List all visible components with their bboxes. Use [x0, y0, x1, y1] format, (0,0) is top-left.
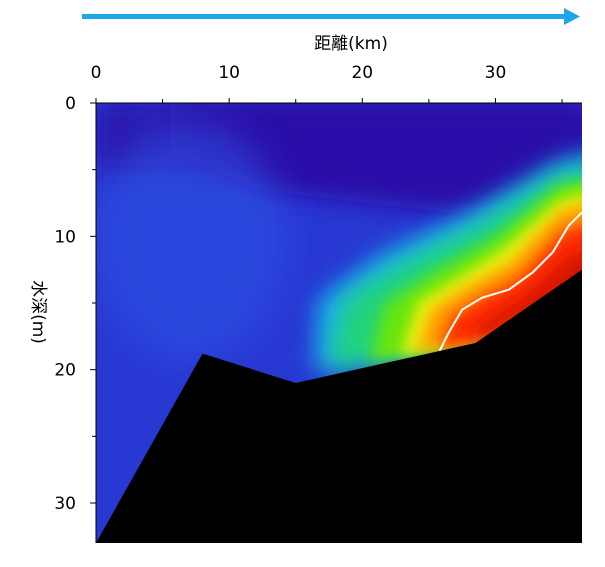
red-deep: [470, 251, 582, 345]
mid-blue-core: [96, 120, 285, 360]
x-tick-label: 0: [91, 63, 102, 83]
axes: 0 10 20 30 0 10 20 30: [54, 63, 582, 543]
y-axis-title: 水深(m): [28, 280, 48, 344]
seabed-silhouette: [96, 269, 582, 543]
x-tick-label: 30: [485, 63, 507, 83]
y-tick-label: 0: [65, 94, 76, 114]
x-axis-title: 距離(km): [314, 34, 388, 54]
x-tick-label: 10: [218, 63, 240, 83]
heatmap-field: [96, 103, 582, 543]
temperature-contour-line: [438, 211, 582, 352]
x-tick-label: 20: [351, 63, 373, 83]
direction-arrow: [82, 8, 580, 25]
y-tick-label: 30: [54, 494, 76, 514]
y-tick-label: 20: [54, 361, 76, 381]
y-tick-label: 10: [54, 227, 76, 247]
